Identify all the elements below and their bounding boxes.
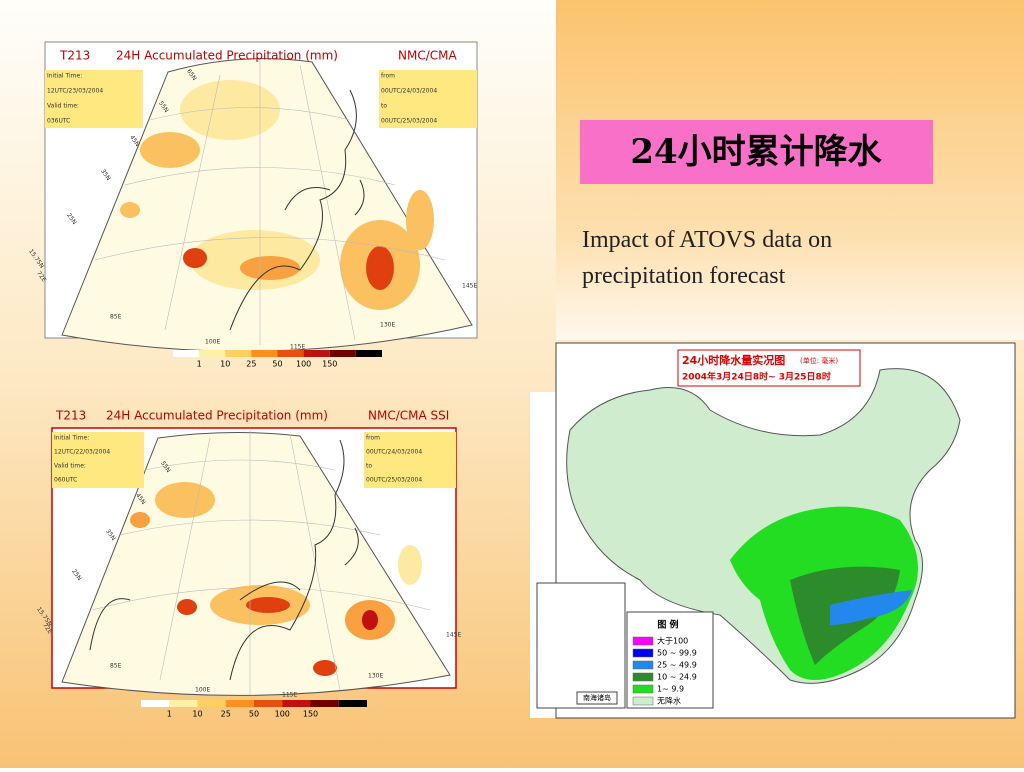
heading-box <box>580 120 933 184</box>
colorbar-segment <box>199 350 226 357</box>
info-left-box <box>52 432 144 488</box>
panel-title: 24H Accumulated Precipitation (mm) <box>116 49 338 63</box>
colorbar-segment <box>141 700 170 707</box>
legend-label: 1~ 9.9 <box>657 685 684 694</box>
colorbar-segment <box>310 700 339 707</box>
colorbar-segment <box>225 350 252 357</box>
rain-25-50 <box>830 590 912 625</box>
colorbar-segment <box>251 350 278 357</box>
info-right: 00UTC/25/03/2004 <box>366 477 422 484</box>
lon-label: 100E <box>205 339 220 346</box>
info-left: 060UTC <box>54 477 77 484</box>
forecast-panel-1 <box>44 41 478 352</box>
colorbar-segment <box>254 700 283 707</box>
colorbar-label: 1 <box>167 710 172 719</box>
info-left: 036UTC <box>47 118 70 125</box>
inset-label-box <box>576 691 618 705</box>
info-right: from <box>366 435 380 442</box>
legend-label: 10 ~ 24.9 <box>657 673 697 682</box>
lon-label: 85E <box>110 663 122 670</box>
precip <box>120 80 434 310</box>
panel-title: 24H Accumulated Precipitation (mm) <box>106 409 328 423</box>
colorbar-label: 150 <box>303 710 318 719</box>
obs-unit: (单位: 毫米) <box>800 356 838 365</box>
inset-box <box>536 582 626 709</box>
lon-label: 130E <box>380 322 395 329</box>
legend-label: 大于100 <box>657 636 688 646</box>
lon-label: 145E <box>446 632 461 639</box>
legend-label: 50 ~ 99.9 <box>657 649 697 658</box>
legend-title: 图 例 <box>657 619 678 631</box>
info-right: to <box>366 463 372 470</box>
colorbar-label: 25 <box>246 360 256 369</box>
legend: 大于100 50 ~ 99.9 25 ~ 49.9 10 ~ 24.9 1~ 9.9 无降… <box>632 636 697 706</box>
info-right: 00UTC/24/03/2004 <box>366 449 422 456</box>
legend-swatch <box>632 696 654 706</box>
legend-swatch <box>632 660 654 670</box>
colorbar-segment <box>225 700 254 707</box>
colorbar-segment <box>355 350 382 357</box>
obs-title-box <box>677 349 861 387</box>
heading: 24小时累计降水 <box>630 132 882 172</box>
colorbar-segment <box>338 700 367 707</box>
legend-label: 25 ~ 49.9 <box>657 661 697 670</box>
observed-map: 24小时降水量实况图 (单位: 毫米) 2004年3月24日8时~ 3月25日8… <box>530 342 1016 719</box>
subtitle-box: Impact of ATOVS data on precipitation fo… <box>582 227 833 289</box>
colorbar-segment <box>169 700 198 707</box>
colorbar-segment <box>173 350 200 357</box>
obs-title: 24小时降水量实况图 <box>682 353 785 367</box>
info-right-box <box>364 432 456 488</box>
info-right-box <box>379 70 477 128</box>
panel-title: T213 <box>55 409 86 423</box>
info-right: from <box>381 73 395 80</box>
info-left: Valid time: <box>54 463 86 470</box>
lon-label: 115E <box>290 344 305 351</box>
legend-swatch <box>632 672 654 682</box>
obs-period: 2004年3月24日8时~ 3月25日8时 <box>682 371 831 383</box>
colorbar-label: 100 <box>296 360 311 369</box>
info-left: 12UTC/22/03/2004 <box>54 449 110 456</box>
panel-title: T213 <box>59 49 90 63</box>
legend-swatch <box>632 636 654 646</box>
forecast-panel-2 <box>51 427 457 696</box>
colorbar-label: 10 <box>192 710 202 719</box>
panel-title: NMC/CMA SSI <box>368 409 449 423</box>
info-right: to <box>381 103 387 110</box>
colorbar-segment <box>277 350 304 357</box>
lon-label: 85E <box>110 314 122 321</box>
colorbar-label: 25 <box>221 710 231 719</box>
legend-label: 无降水 <box>657 696 681 706</box>
colorbar-label: 100 <box>275 710 290 719</box>
info-left: Initial Time: <box>47 73 82 80</box>
info-left: Initial Time: <box>54 435 89 442</box>
colorbar-label: 10 <box>220 360 230 369</box>
colorbar-segment <box>329 350 356 357</box>
colorbar-label: 50 <box>272 360 282 369</box>
lon-label: 115E <box>282 692 297 699</box>
legend-swatch <box>632 684 654 694</box>
info-right: 00UTC/25/03/2004 <box>381 118 437 125</box>
info-left: Valid time: <box>47 103 79 110</box>
info-left: 12UTC/23/03/2004 <box>47 88 103 95</box>
inset-label: 南海诸岛 <box>583 693 611 702</box>
lon-label: 100E <box>195 687 210 694</box>
colorbar-segment <box>303 350 330 357</box>
lon-label: 145E <box>462 283 477 290</box>
legend-swatch <box>632 648 654 658</box>
subtitle: Impact of ATOVS data on precipitation fo… <box>582 227 833 289</box>
colorbar-label: 1 <box>197 360 202 369</box>
colorbar-label: 150 <box>322 360 337 369</box>
precip <box>130 482 422 676</box>
info-left-box <box>45 70 143 128</box>
colorbar-label: 50 <box>249 710 259 719</box>
colorbar-segment <box>197 700 226 707</box>
lon-label: 130E <box>368 673 383 680</box>
panel-title: NMC/CMA <box>398 49 457 63</box>
colorbar-segment <box>282 700 311 707</box>
info-right: 00UTC/24/03/2004 <box>381 88 437 95</box>
